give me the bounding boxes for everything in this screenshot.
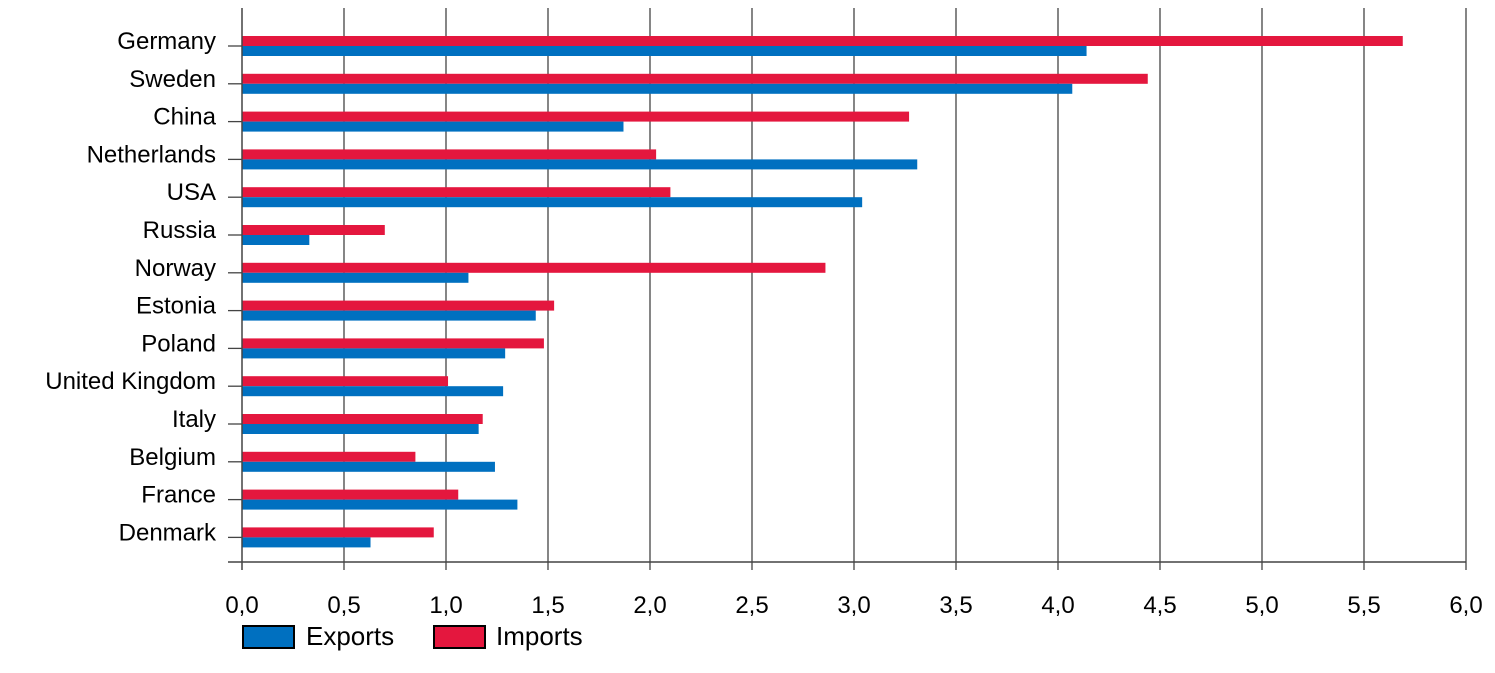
bar-imports-sweden xyxy=(242,73,1148,84)
category-label: France xyxy=(141,482,216,509)
x-tick-label: 5,0 xyxy=(1245,592,1278,619)
x-tick-label: 0,0 xyxy=(225,592,258,619)
category-label: Belgium xyxy=(129,444,216,471)
bar-imports-denmark xyxy=(242,527,434,538)
bar-exports-belgium xyxy=(242,461,495,472)
bar-exports-france xyxy=(242,499,518,510)
category-label: Sweden xyxy=(129,66,216,93)
bar-exports-united-kingdom xyxy=(242,386,504,397)
bar-imports-china xyxy=(242,111,910,122)
x-tick-label: 4,0 xyxy=(1041,592,1074,619)
bar-exports-poland xyxy=(242,348,506,359)
category-label: Russia xyxy=(143,217,217,244)
bar-imports-italy xyxy=(242,414,483,424)
bar-imports-france xyxy=(242,489,459,500)
bar-imports-usa xyxy=(242,187,671,198)
x-tick-label: 2,0 xyxy=(633,592,666,619)
bar-exports-germany xyxy=(242,46,1087,56)
legend-swatch-imports xyxy=(433,625,486,649)
category-label: USA xyxy=(167,179,216,206)
bar-exports-russia xyxy=(242,235,310,245)
category-label: China xyxy=(153,104,216,131)
category-labels: Germany Sweden China Netherlands USA Russia No… xyxy=(45,28,217,546)
bar-imports-estonia xyxy=(242,300,555,311)
x-tick-label: 2,5 xyxy=(735,592,768,619)
bar-imports-russia xyxy=(242,225,385,235)
bars xyxy=(242,36,1403,548)
x-tick-label: 6,0 xyxy=(1449,592,1482,619)
category-label: Norway xyxy=(135,255,216,282)
legend: Exports Imports xyxy=(242,621,583,651)
bar-exports-estonia xyxy=(242,310,536,321)
bar-imports-norway xyxy=(242,262,826,273)
category-label: United Kingdom xyxy=(45,368,216,395)
bar-imports-germany xyxy=(242,36,1403,46)
bar-imports-united-kingdom xyxy=(242,376,449,387)
category-label: Italy xyxy=(172,406,216,433)
legend-label-exports: Exports xyxy=(306,621,394,651)
axes xyxy=(228,8,1466,570)
x-tick-label: 1,0 xyxy=(429,592,462,619)
x-tick-label: 0,5 xyxy=(327,592,360,619)
x-tick-labels: 0,0 0,5 1,0 1,5 2,0 2,5 3,0 3,5 4,0 4,5 5,0 5,5 6,0 xyxy=(225,592,1482,619)
bar-exports-usa xyxy=(242,197,863,208)
grid-lines xyxy=(343,8,1467,570)
x-tick-label: 5,5 xyxy=(1347,592,1380,619)
bar-exports-denmark xyxy=(242,537,371,548)
bar-exports-italy xyxy=(242,424,479,434)
bar-exports-china xyxy=(242,121,624,132)
legend-swatch-exports xyxy=(242,625,295,649)
category-label: Netherlands xyxy=(87,141,216,168)
x-tick-label: 1,5 xyxy=(531,592,564,619)
bar-exports-norway xyxy=(242,272,469,283)
category-label: Poland xyxy=(141,330,216,357)
x-tick-label: 3,5 xyxy=(939,592,972,619)
category-label: Denmark xyxy=(119,519,217,546)
x-tick-label: 4,5 xyxy=(1143,592,1176,619)
category-label: Germany xyxy=(117,28,216,55)
legend-label-imports: Imports xyxy=(496,621,583,651)
category-label: Estonia xyxy=(136,293,217,320)
bar-imports-belgium xyxy=(242,451,416,462)
bar-exports-netherlands xyxy=(242,159,918,170)
bar-imports-poland xyxy=(242,338,544,349)
bar-exports-sweden xyxy=(242,83,1073,94)
bar-imports-netherlands xyxy=(242,149,657,160)
x-tick-label: 3,0 xyxy=(837,592,870,619)
